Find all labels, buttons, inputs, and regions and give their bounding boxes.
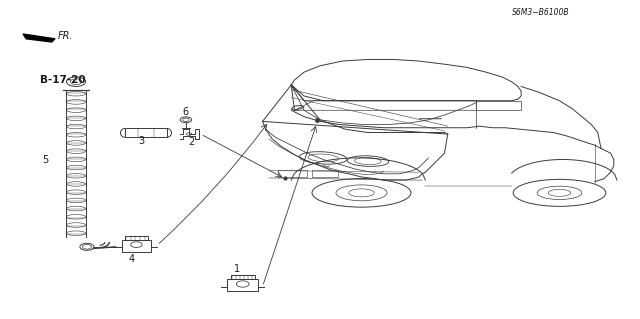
Text: 2: 2 bbox=[188, 137, 194, 146]
Text: 1: 1 bbox=[234, 264, 240, 274]
Text: 3: 3 bbox=[138, 136, 144, 145]
Text: 5: 5 bbox=[42, 155, 49, 165]
Bar bbox=[312, 170, 338, 177]
Text: 6: 6 bbox=[182, 107, 189, 117]
Text: S6M3−B6100B: S6M3−B6100B bbox=[511, 8, 569, 17]
Text: 4: 4 bbox=[129, 254, 134, 264]
Text: FR.: FR. bbox=[58, 32, 74, 41]
Polygon shape bbox=[23, 34, 55, 42]
Bar bbox=[230, 275, 255, 278]
Text: B-17-20: B-17-20 bbox=[40, 75, 86, 85]
Bar bbox=[125, 128, 167, 137]
Bar bbox=[122, 240, 151, 252]
Bar bbox=[278, 170, 307, 177]
Bar bbox=[125, 236, 148, 240]
Bar bbox=[227, 278, 258, 291]
